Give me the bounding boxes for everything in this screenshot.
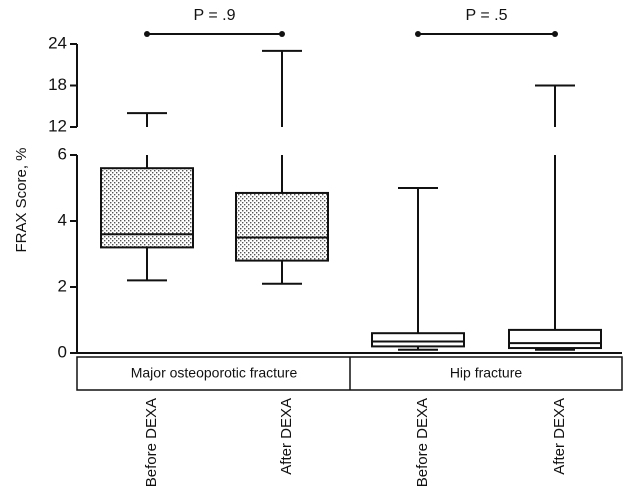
bracket-end <box>415 31 421 37</box>
box <box>100 167 194 249</box>
y-tick-label: 4 <box>58 210 67 229</box>
x-tick-label: After DEXA <box>551 398 568 475</box>
x-tick-label: Before DEXA <box>414 398 431 487</box>
x-tick-label: After DEXA <box>278 398 295 475</box>
y-tick-label: 2 <box>58 276 67 295</box>
y-axis-label: FRAX Score, % <box>13 147 30 252</box>
bracket-end <box>552 31 558 37</box>
y-tick-label: 18 <box>48 75 67 94</box>
box <box>371 332 465 348</box>
box <box>235 191 329 262</box>
group-label: Hip fracture <box>450 365 523 381</box>
box <box>508 328 602 350</box>
bracket-end <box>279 31 285 37</box>
bracket-end <box>144 31 150 37</box>
x-tick-label: Before DEXA <box>143 398 160 487</box>
p-value: P = .9 <box>194 7 236 24</box>
y-tick-label: 6 <box>58 144 67 163</box>
y-tick-label: 12 <box>48 116 67 135</box>
group-label: Major osteoporotic fracture <box>131 365 298 381</box>
p-value: P = .5 <box>466 7 508 24</box>
y-tick-label: 24 <box>48 33 67 52</box>
y-tick-label: 0 <box>58 342 67 361</box>
